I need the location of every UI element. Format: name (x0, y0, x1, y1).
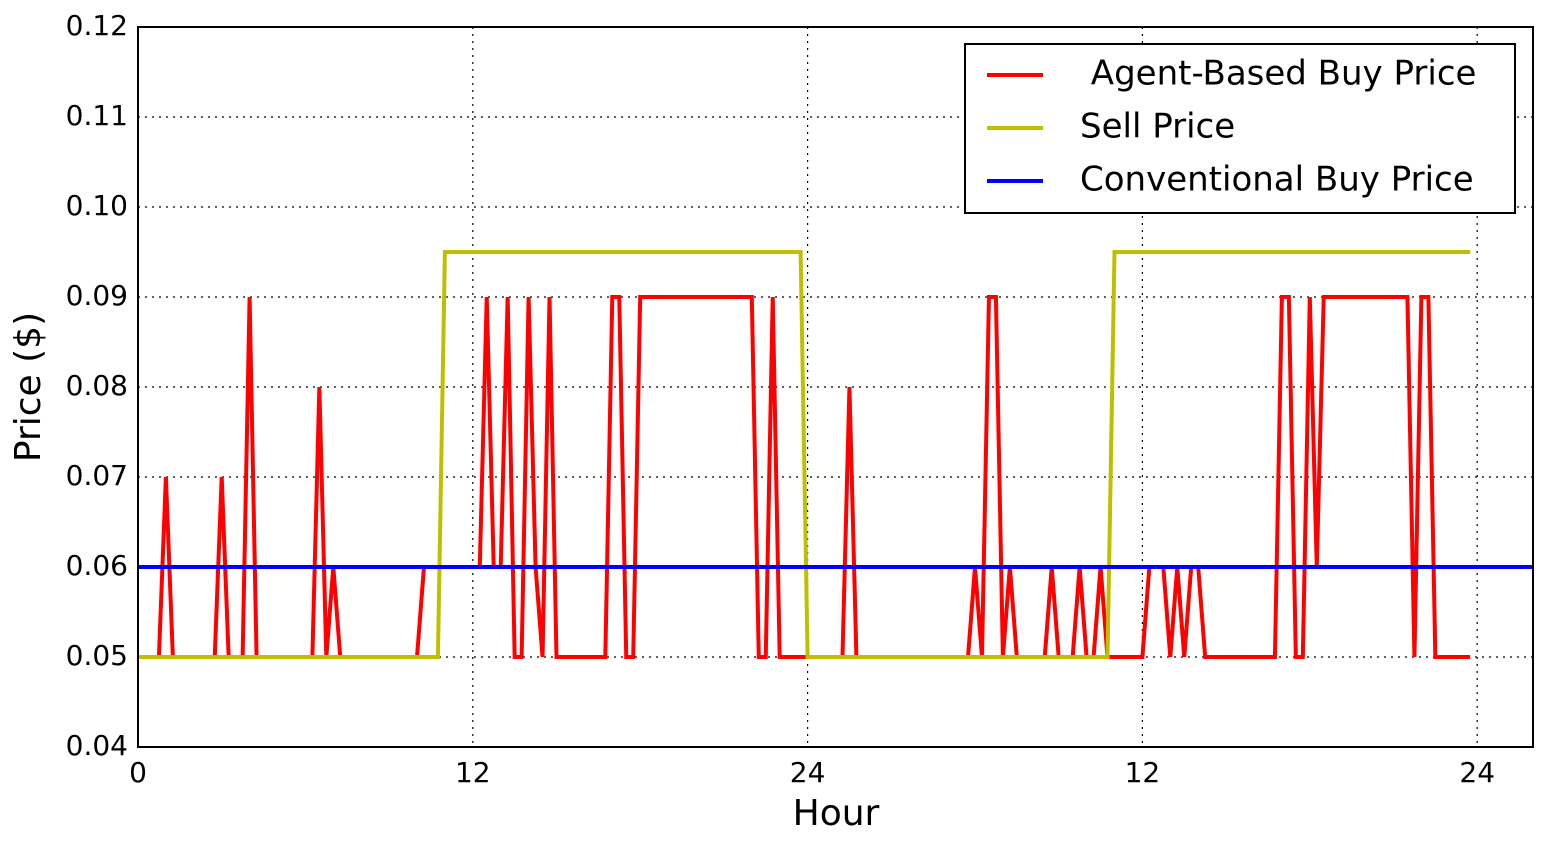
x-axis-label: Hour (793, 793, 880, 834)
y-axis-label: Price ($) (8, 312, 49, 462)
y-tick-label: 0.05 (66, 639, 128, 672)
legend-label: Sell Price (1080, 107, 1235, 147)
x-tick-label: 24 (1459, 756, 1495, 789)
legend: Agent-Based Buy Price Sell Price Conventio… (964, 43, 1516, 214)
y-tick-label: 0.04 (66, 729, 128, 762)
x-tick-label: 12 (455, 756, 491, 789)
plot-frame (137, 26, 1534, 748)
y-tick-label: 0.09 (66, 279, 128, 312)
y-tick-label: 0.07 (66, 459, 128, 492)
legend-box (964, 43, 1516, 214)
x-tick-label: 12 (1125, 756, 1161, 789)
x-tick-label: 24 (790, 756, 826, 789)
y-tick-label: 0.08 (66, 369, 128, 402)
y-tick-label: 0.10 (66, 189, 128, 222)
x-tick-label: 0 (129, 756, 147, 789)
y-tick-label: 0.11 (66, 99, 128, 132)
series-line (138, 295, 1471, 659)
legend-label: Conventional Buy Price (1080, 160, 1474, 200)
series-line (138, 250, 1471, 659)
y-tick-label: 0.12 (66, 9, 128, 42)
y-tick-label: 0.06 (66, 549, 128, 582)
legend-label: Agent-Based Buy Price (1080, 54, 1476, 94)
